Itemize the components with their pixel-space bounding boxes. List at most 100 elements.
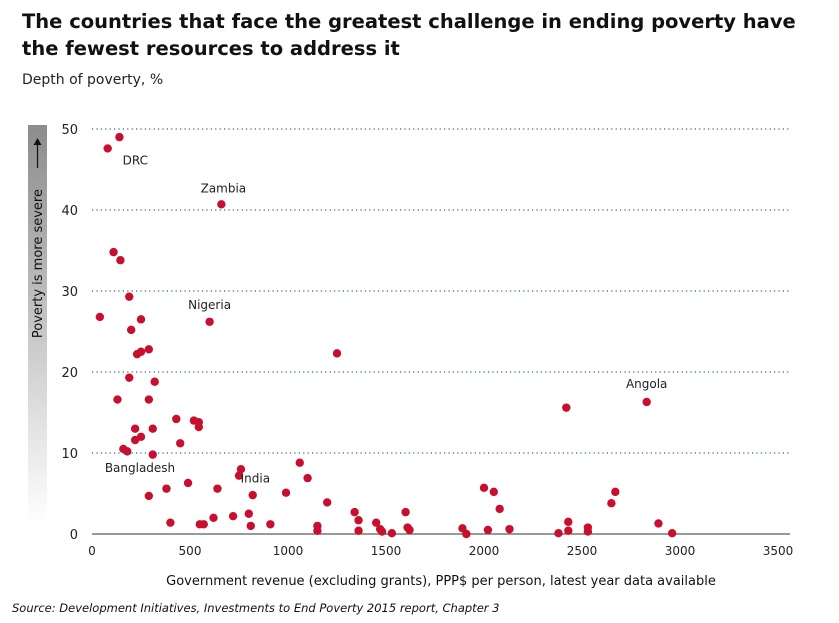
data-point — [495, 504, 504, 514]
data-point — [564, 517, 573, 527]
chart-title: The countries that face the greatest cha… — [22, 10, 796, 60]
data-point — [244, 509, 253, 518]
data-point — [332, 349, 342, 358]
annotations: DRC Zambia Nigeria Angola Bangladesh India — [105, 153, 668, 485]
data-point — [136, 315, 146, 324]
x-tick-label: 2000 — [469, 544, 500, 558]
data-point — [136, 347, 146, 356]
source-note: Source: Development Initiatives, Investm… — [12, 601, 500, 615]
data-point — [489, 487, 498, 497]
x-tick-label: 500 — [179, 544, 202, 558]
data-point — [205, 317, 214, 326]
data-point — [607, 499, 616, 508]
data-point — [483, 525, 493, 535]
annotation-label: DRC — [123, 153, 148, 167]
data-point — [281, 488, 291, 497]
y-tick-label: 20 — [61, 366, 78, 381]
x-tick-label: 3500 — [763, 544, 794, 558]
data-point — [401, 507, 410, 517]
x-tick-label: 3000 — [665, 544, 696, 558]
data-point — [148, 424, 157, 433]
data-point — [125, 292, 134, 301]
x-tick-label: 0 — [88, 544, 96, 558]
annotation-label: Zambia — [201, 181, 247, 195]
data-point — [246, 521, 255, 531]
y-tick-label: 10 — [61, 447, 78, 462]
data-point — [562, 403, 571, 412]
data-point — [372, 518, 381, 527]
data-point — [115, 132, 124, 142]
data-point — [183, 478, 193, 488]
data-point — [554, 528, 563, 538]
data-point — [248, 490, 257, 500]
data-point — [213, 484, 222, 493]
data-point — [130, 435, 140, 445]
data-point — [172, 414, 181, 424]
data-point — [148, 450, 157, 459]
data-points — [95, 132, 677, 539]
data-point — [123, 447, 132, 456]
data-point — [564, 526, 573, 535]
data-point — [667, 528, 677, 538]
y-tick-label: 30 — [61, 285, 78, 300]
data-point — [109, 247, 118, 257]
x-axis-ticks: 0 500 1000 1500 2000 2500 3000 3500 — [88, 544, 793, 558]
data-point — [113, 395, 122, 404]
annotation-label: Angola — [626, 377, 667, 391]
y-tick-label: 40 — [61, 204, 78, 219]
chart-subtitle: Depth of poverty, % — [22, 72, 164, 88]
data-point — [354, 516, 363, 525]
data-point — [144, 395, 154, 404]
data-point — [166, 518, 175, 527]
data-point — [387, 528, 397, 538]
annotation-label: India — [241, 471, 270, 485]
gridlines — [92, 128, 790, 454]
data-point — [377, 527, 387, 536]
data-point — [323, 498, 332, 507]
severity-arrow — [33, 138, 42, 168]
data-point — [313, 526, 322, 535]
annotation-label: Nigeria — [188, 298, 231, 312]
data-point — [354, 526, 363, 535]
data-point — [127, 325, 136, 335]
data-point — [479, 483, 489, 493]
data-point — [176, 439, 185, 448]
severity-side-label: Poverty is more severe — [31, 189, 46, 338]
y-tick-label: 0 — [70, 528, 78, 543]
data-point — [103, 144, 112, 153]
data-point — [144, 345, 154, 354]
data-point — [95, 312, 105, 322]
data-point — [505, 524, 514, 534]
data-point — [462, 529, 471, 539]
data-point — [405, 525, 414, 535]
x-tick-label: 2500 — [567, 544, 598, 558]
data-point — [654, 519, 663, 528]
annotation-label: Bangladesh — [105, 461, 175, 475]
data-point — [130, 424, 140, 433]
data-point — [150, 377, 159, 386]
severity-gradient-bar — [28, 125, 47, 525]
data-point — [583, 527, 593, 536]
y-axis-ticks: 0 10 20 30 40 50 — [61, 123, 78, 543]
x-axis-label: Government revenue (excluding grants), P… — [166, 574, 716, 589]
data-point — [209, 513, 218, 522]
data-point — [144, 491, 154, 501]
data-point — [350, 507, 359, 517]
data-point — [642, 397, 651, 407]
x-tick-label: 1000 — [273, 544, 304, 558]
data-point — [199, 520, 208, 529]
data-point — [228, 511, 238, 521]
data-point — [194, 422, 204, 432]
data-point — [295, 458, 304, 467]
data-point — [234, 471, 244, 480]
data-point — [217, 200, 226, 209]
y-tick-label: 50 — [61, 123, 78, 138]
data-point — [162, 484, 171, 493]
data-point — [116, 256, 125, 265]
data-point — [611, 487, 620, 497]
data-point — [125, 373, 134, 382]
data-point — [303, 473, 312, 483]
data-point — [266, 520, 275, 529]
data-point — [236, 465, 246, 474]
